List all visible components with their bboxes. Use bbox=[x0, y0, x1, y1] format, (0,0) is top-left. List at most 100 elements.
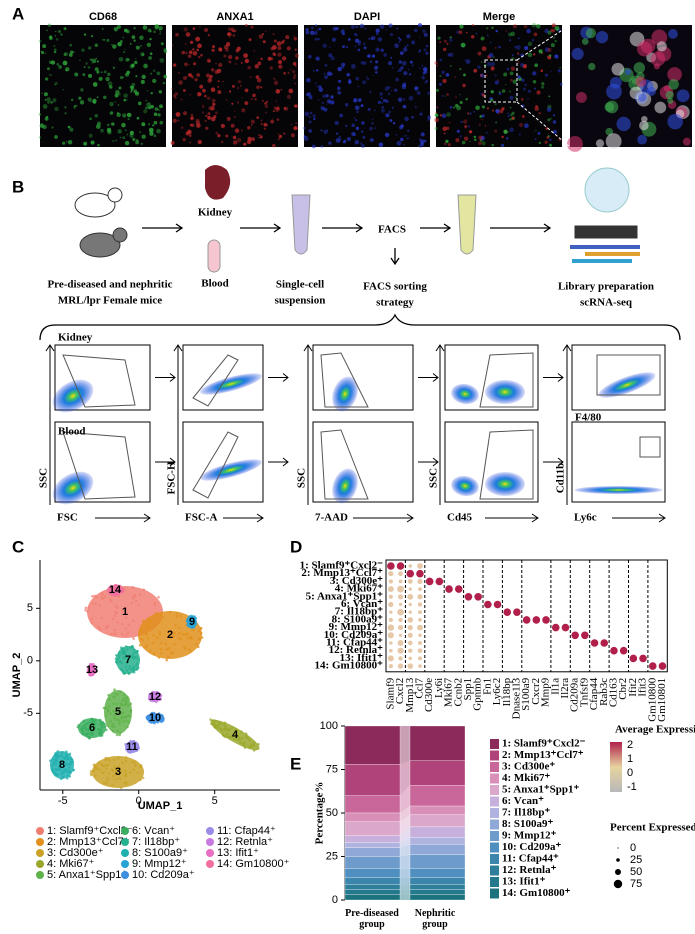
cell bbox=[159, 120, 164, 125]
cell bbox=[527, 52, 533, 58]
cell bbox=[263, 127, 267, 131]
cell bbox=[89, 58, 93, 61]
cell bbox=[251, 98, 253, 100]
legend-swatch bbox=[206, 860, 214, 868]
cell bbox=[604, 102, 615, 112]
dot bbox=[397, 640, 404, 646]
label: Single-cell bbox=[276, 279, 324, 291]
cell bbox=[361, 121, 365, 125]
cell bbox=[46, 97, 51, 102]
cell bbox=[445, 126, 450, 131]
micrograph bbox=[40, 25, 166, 147]
cell bbox=[159, 32, 162, 35]
icons bbox=[39, 165, 681, 341]
cluster bbox=[125, 741, 139, 753]
cell bbox=[501, 89, 506, 93]
label: 7: Il18bp⁺ bbox=[132, 836, 180, 848]
cell bbox=[371, 118, 374, 121]
cell bbox=[511, 116, 515, 120]
cell bbox=[346, 72, 350, 77]
label: 7 bbox=[125, 654, 131, 666]
legend-swatch bbox=[490, 877, 499, 887]
cell bbox=[462, 83, 466, 88]
cell bbox=[325, 94, 329, 98]
cell bbox=[73, 105, 76, 107]
cell bbox=[422, 72, 426, 75]
cell bbox=[454, 76, 457, 78]
cell bbox=[111, 122, 115, 126]
dot bbox=[388, 571, 394, 577]
label: Cbr2 bbox=[617, 678, 629, 700]
cell bbox=[312, 114, 316, 118]
cell bbox=[427, 117, 431, 121]
label: 12 bbox=[149, 691, 161, 703]
label: scRNA-seq bbox=[580, 297, 633, 309]
cell bbox=[67, 139, 73, 145]
gate bbox=[320, 429, 369, 500]
cell bbox=[656, 41, 667, 52]
cell bbox=[585, 28, 596, 39]
label: 6 bbox=[89, 722, 95, 734]
label: 5 bbox=[27, 602, 33, 614]
cell bbox=[385, 113, 390, 118]
cell bbox=[557, 69, 561, 73]
cell bbox=[492, 56, 495, 58]
cell bbox=[369, 138, 374, 143]
cell bbox=[459, 24, 464, 29]
label: strategy bbox=[376, 297, 414, 309]
legend-swatch bbox=[121, 827, 129, 835]
cell bbox=[256, 116, 260, 120]
cell bbox=[512, 68, 514, 70]
cell bbox=[293, 37, 298, 41]
cell bbox=[244, 88, 249, 93]
cell bbox=[374, 65, 379, 70]
cell bbox=[531, 22, 537, 28]
cell bbox=[182, 76, 187, 81]
cell bbox=[201, 88, 206, 93]
label: 13: Ifit1⁺ bbox=[340, 652, 384, 664]
cell bbox=[260, 57, 263, 61]
axis-arrow bbox=[612, 513, 666, 523]
dot bbox=[417, 641, 422, 645]
cell bbox=[494, 102, 497, 106]
cell bbox=[464, 126, 467, 129]
dot bbox=[398, 633, 403, 637]
cell bbox=[379, 24, 385, 30]
cell bbox=[353, 132, 357, 136]
dot bbox=[387, 624, 395, 631]
facs-density bbox=[451, 475, 479, 497]
cell bbox=[288, 88, 294, 94]
cell bbox=[326, 99, 332, 104]
cell bbox=[485, 74, 488, 77]
cell bbox=[380, 48, 384, 52]
cell bbox=[446, 93, 449, 96]
cell bbox=[369, 90, 372, 93]
cell bbox=[374, 127, 377, 130]
cell bbox=[533, 130, 535, 133]
cell bbox=[88, 46, 92, 50]
label: Blood bbox=[58, 426, 86, 438]
cell bbox=[210, 116, 216, 122]
cell bbox=[156, 128, 161, 134]
dot bbox=[396, 562, 405, 570]
cell bbox=[233, 116, 236, 118]
cell bbox=[399, 51, 404, 55]
cell bbox=[65, 140, 68, 143]
cell bbox=[383, 53, 388, 57]
label: 8: S100a9⁺ bbox=[132, 847, 188, 859]
label: Il1a bbox=[549, 678, 561, 695]
cell bbox=[231, 84, 235, 88]
cell bbox=[65, 67, 70, 72]
dot bbox=[513, 608, 521, 616]
label: 2: Mmp13⁺Ccl7⁺ bbox=[502, 749, 584, 761]
facs-density bbox=[52, 379, 94, 413]
label: 9: Mmp12⁺ bbox=[329, 621, 384, 633]
cell bbox=[146, 102, 152, 108]
cell bbox=[241, 108, 246, 113]
cluster bbox=[210, 719, 260, 751]
cell bbox=[184, 43, 187, 45]
cell bbox=[253, 49, 256, 52]
cell bbox=[236, 137, 242, 143]
label: SSC bbox=[428, 468, 440, 488]
